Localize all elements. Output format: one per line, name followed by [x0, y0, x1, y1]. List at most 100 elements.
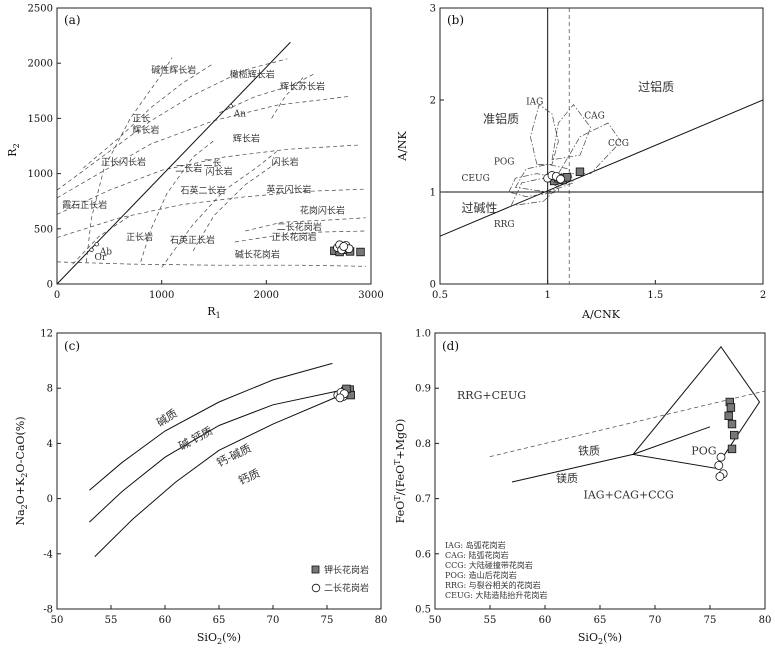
field-boundary-curve	[56, 188, 366, 238]
field-boundary-curve	[234, 230, 366, 243]
x-tick-label: 55	[484, 615, 497, 626]
point-monzogranite	[335, 393, 345, 403]
diagonal-line	[439, 99, 764, 237]
panel-a-xlabel: R1	[207, 305, 220, 320]
point-monzogranite	[339, 242, 349, 251]
y-tick-label: 500	[34, 224, 53, 235]
point-k-feldspar-granite	[575, 167, 585, 176]
iag-outline	[530, 104, 559, 165]
field-label: 准铝质	[483, 111, 519, 126]
point-monzogranite	[714, 461, 724, 470]
point-k-feldspar-granite	[730, 430, 739, 440]
field-boundary-curve	[56, 261, 366, 267]
field-label: 正长岩	[126, 231, 153, 243]
abbreviation-item: POG: 造山后花岗岩	[445, 570, 517, 580]
field-label: 正长闪长岩	[101, 156, 146, 168]
y-tick-label: 0.7	[415, 494, 431, 505]
x-tick-label: 75	[704, 615, 717, 626]
panel-c-data-points	[333, 384, 355, 403]
y-tick-label: 3	[430, 4, 436, 15]
field-boundary-curve	[56, 58, 288, 191]
panel-a-field-boundaries	[56, 57, 366, 268]
field-label: POG	[494, 157, 515, 167]
abbreviation-item: CEUG: 大陆造陆抬升花岗岩	[445, 590, 547, 600]
x-tick-label: 60	[159, 615, 172, 626]
x-tick-label: 1000	[149, 290, 174, 301]
calc-alkalic-boundary	[94, 396, 338, 557]
x-tick-label: 65	[594, 615, 607, 626]
field-label: 辉长岩	[233, 133, 260, 145]
y-tick-label: 0	[430, 280, 436, 291]
field-label: 花岗闪长岩	[300, 204, 345, 216]
y-tick-label: 12	[40, 329, 53, 340]
alkalic-boundary	[89, 362, 333, 491]
y-tick-label: 0.8	[415, 439, 431, 450]
point-monzogranite	[716, 452, 726, 462]
field-label: CCG	[608, 139, 629, 149]
alkali-calcic-boundary	[89, 390, 338, 523]
mineral-point-label: An	[233, 109, 246, 119]
panel-c-legend: 钾长花岗岩 二长花岗岩	[311, 564, 369, 594]
legend-item-k-feldspar-granite: 钾长花岗岩	[324, 564, 369, 576]
pog-field	[632, 345, 761, 469]
panel-b-label: (b)	[447, 13, 464, 27]
field-label: 辉长苏长岩	[280, 81, 325, 93]
field-label: RRG+CEUG	[457, 389, 526, 402]
x-tick-label: 80	[759, 615, 772, 626]
y-tick-label: -8	[43, 605, 53, 616]
field-boundary-curve	[56, 95, 351, 199]
field-label: POG	[691, 444, 716, 457]
x-tick-label: 50	[51, 615, 64, 626]
field-label: RRG	[494, 220, 515, 230]
y-tick-label: 1	[430, 188, 436, 199]
field-label: 碱长花岗岩	[235, 249, 280, 261]
field-label: 正长	[132, 113, 150, 125]
panel-b-data-points	[543, 167, 585, 186]
point-k-feldspar-granite	[724, 411, 733, 420]
panel-d-data-points	[714, 397, 739, 481]
field-label: 过铝质	[638, 79, 674, 94]
panel-b-ticks: 0.5 1 1.5 2 0 1 2 3	[430, 4, 767, 302]
y-tick-label: 1.0	[415, 329, 431, 340]
panel-a-frame	[56, 7, 372, 285]
x-tick-label: 1	[544, 290, 550, 301]
field-label: 二长花岗岩	[277, 221, 322, 233]
panel-d-xlabel: SiO2(%)	[578, 631, 622, 646]
point-k-feldspar-granite	[727, 419, 737, 429]
field-label: 闪长岩	[206, 166, 233, 178]
field-boundary-curve	[72, 215, 131, 265]
mineral-point-label: Or	[95, 253, 107, 263]
x-tick-label: 2	[760, 290, 766, 301]
y-tick-label: 0.5	[415, 605, 431, 616]
field-label: CAG	[584, 111, 605, 121]
field-boundary-curve	[85, 57, 173, 262]
field-label: 石英二长岩	[181, 184, 226, 196]
y-tick-label: 0.6	[415, 549, 431, 560]
panel-b-xlabel: A/CNK	[581, 308, 621, 321]
field-boundary-curve	[82, 62, 215, 169]
x-tick-label: 80	[375, 615, 388, 626]
legend-circle-marker	[311, 583, 321, 593]
x-tick-label: 3000	[358, 290, 383, 301]
x-tick-label: 0	[54, 290, 60, 301]
mineral-point-marker	[89, 247, 94, 252]
x-tick-label: 0.5	[432, 290, 448, 301]
panel-a-field-labels: 碱性辉长岩 橄榄辉长岩辉长苏长岩正长辉长岩辉长岩正长闪长岩二长岩二长闪长岩闪长岩霞…	[62, 64, 345, 260]
ferroan-magnesian-line	[511, 426, 711, 483]
x-tick-label: 70	[649, 615, 662, 626]
panel-a-data-points	[330, 240, 365, 257]
field-label: 碱-钙质	[176, 423, 215, 453]
abbreviation-item: IAG: 岛弧花岗岩	[445, 540, 506, 550]
point-monzogranite	[715, 472, 725, 481]
cag-outline	[551, 104, 592, 161]
panel-c-xlabel: SiO2(%)	[197, 631, 241, 646]
y-tick-label: 2000	[28, 59, 53, 70]
field-label: 英云闪长岩	[266, 183, 311, 195]
mineral-point-marker	[228, 104, 233, 109]
panel-c-label: (c)	[64, 339, 80, 353]
y-tick-label: 4	[47, 439, 53, 450]
